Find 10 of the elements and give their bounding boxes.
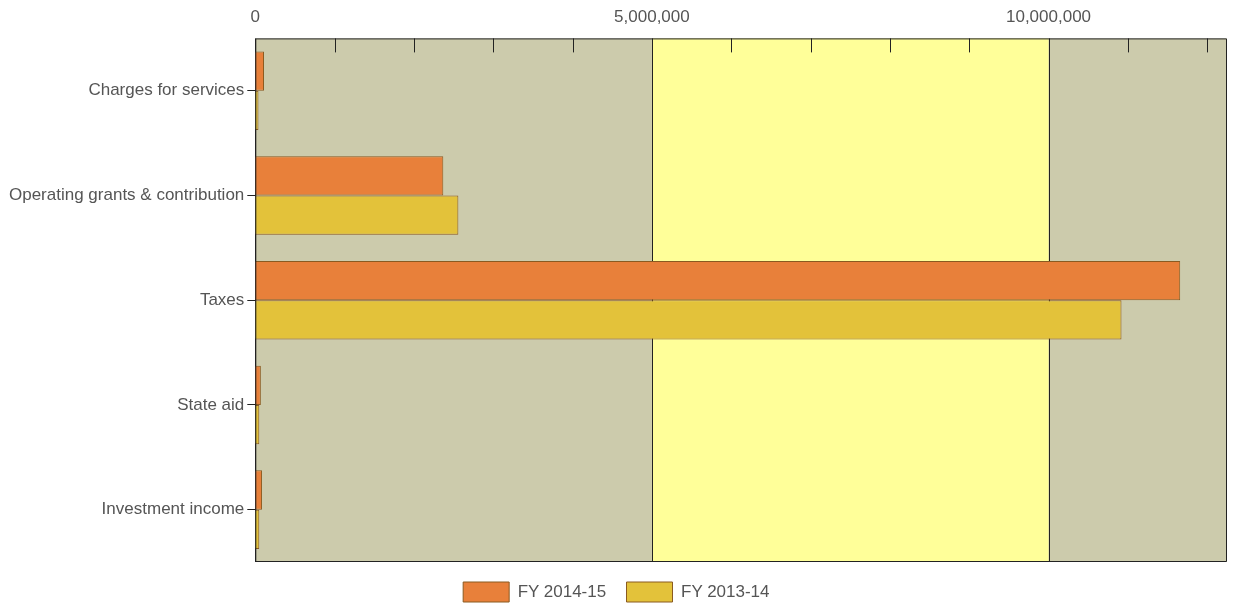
y-tick-label: Operating grants & contribution xyxy=(8,185,245,205)
legend-label: FY 2013-14 xyxy=(681,581,770,601)
x-tick-label: 10,000,000 xyxy=(1005,6,1092,26)
y-tick-label: Taxes xyxy=(199,289,245,309)
legend-label: FY 2014-15 xyxy=(517,581,607,601)
x-tick-label: 0 xyxy=(250,6,261,26)
y-tick-label: State aid xyxy=(177,394,245,414)
x-tick-label: 5,000,000 xyxy=(614,6,690,26)
y-tick-label: Charges for services xyxy=(88,80,245,100)
y-tick-label: Investment income xyxy=(101,499,245,519)
